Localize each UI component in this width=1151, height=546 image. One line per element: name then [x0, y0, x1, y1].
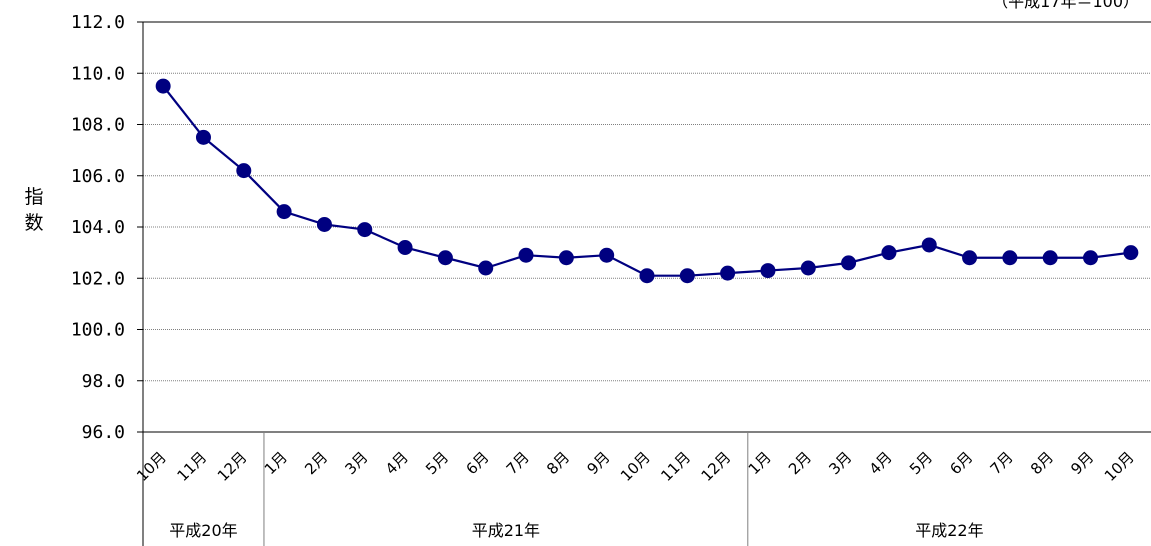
x-tick-label: 4月: [382, 448, 412, 478]
y-tick-label: 106.0: [71, 166, 125, 187]
x-tick-label: 7月: [503, 448, 533, 478]
data-point: [316, 216, 332, 232]
data-point: [881, 245, 897, 261]
data-point: [195, 129, 211, 145]
y-tick-label: 110.0: [71, 63, 125, 84]
x-tick-label: 5月: [906, 448, 936, 478]
gridlines: [143, 21, 1151, 382]
data-point: [437, 250, 453, 266]
y-tick-label: 100.0: [71, 320, 125, 341]
y-tick-label: 104.0: [71, 217, 125, 238]
x-tick-label: 3月: [825, 448, 855, 478]
x-tick-label: 12月: [698, 448, 735, 485]
x-tick-label: 5月: [422, 448, 452, 478]
year-group-label: 平成22年: [915, 521, 983, 540]
x-tick-label: 1月: [745, 448, 775, 478]
data-point: [1042, 250, 1058, 266]
x-tick-label: 6月: [462, 448, 492, 478]
x-tick-label: 9月: [583, 448, 613, 478]
x-tick-label: 3月: [342, 448, 372, 478]
x-tick-label: 10月: [133, 448, 170, 485]
data-point: [841, 255, 857, 271]
unit-note: （平成17年＝100）: [992, 0, 1139, 11]
data-point: [518, 247, 534, 263]
data-point: [236, 163, 252, 179]
data-point: [478, 260, 494, 276]
data-point: [962, 250, 978, 266]
data-point: [599, 247, 615, 263]
x-tick-label: 12月: [214, 448, 251, 485]
series-line-path: [162, 85, 1131, 277]
year-groups: 平成20年 平成21年 平成22年: [169, 432, 984, 546]
y-tick-label: 98.0: [82, 371, 125, 392]
x-tick-label: 6月: [946, 448, 976, 478]
data-point: [679, 268, 695, 284]
axes: [137, 21, 1151, 546]
x-tick-label: 4月: [866, 448, 896, 478]
x-tick-label: 2月: [301, 448, 331, 478]
x-tick-label: 11月: [173, 448, 210, 485]
year-group-label: 平成21年: [472, 521, 540, 540]
data-point: [357, 222, 373, 238]
year-group-label: 平成20年: [169, 521, 237, 540]
data-point: [800, 260, 816, 276]
data-point: [720, 265, 736, 281]
x-tick-label: 10月: [1101, 448, 1138, 485]
y-tick-label: 108.0: [71, 115, 125, 136]
x-tick-label: 1月: [261, 448, 291, 478]
y-tick-label: 102.0: [71, 268, 125, 289]
x-tick-label: 10月: [617, 448, 654, 485]
data-point: [760, 263, 776, 279]
data-point: [558, 250, 574, 266]
y-tick-label: 96.0: [82, 422, 125, 443]
x-tick-label: 7月: [987, 448, 1017, 478]
y-axis-ticks: 96.0 98.0 100.0 102.0 104.0 106.0 108.0 110.0 11…: [71, 12, 125, 443]
y-axis-label: 指数: [24, 186, 44, 234]
data-point: [276, 204, 292, 220]
y-tick-label: 112.0: [71, 12, 125, 33]
series-line: [155, 78, 1139, 284]
data-point: [155, 78, 171, 94]
x-tick-label: 2月: [785, 448, 815, 478]
data-point: [1123, 245, 1139, 261]
data-point: [1083, 250, 1099, 266]
data-point: [921, 237, 937, 253]
x-tick-label: 8月: [1027, 448, 1057, 478]
x-tick-label: 11月: [657, 448, 694, 485]
data-point: [639, 268, 655, 284]
x-tick-label: 9月: [1067, 448, 1097, 478]
data-point: [397, 240, 413, 255]
x-axis-ticks: 10月 11月 12月 1月 2月 3月 4月 5月 6月 7月 8月 9月 10月 11月 12月 1月 2月…: [133, 448, 1138, 485]
x-tick-label: 8月: [543, 448, 573, 478]
data-point: [1002, 250, 1018, 266]
